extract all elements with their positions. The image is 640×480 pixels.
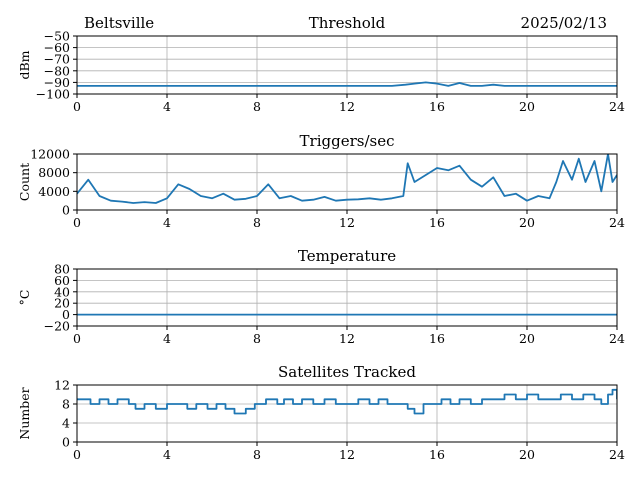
satellites-tracked-x-tick-label-4: 16 (429, 447, 445, 462)
triggers-sec-y-tick-label-3: 0 (62, 203, 70, 218)
temperature-x-tick-label-6: 24 (609, 331, 625, 346)
threshold-y-tick-label-1: −60 (44, 40, 70, 55)
satellites-tracked-y-tick-label-1: 8 (62, 397, 70, 412)
satellites-tracked-x-tick-label-1: 4 (163, 447, 171, 462)
triggers-sec-panel: 0 4 8 12 16 20 24 12000 8000 4000 0 Triggers/sec Cou… (17, 132, 625, 230)
temperature-x-tick-label-3: 12 (339, 331, 355, 346)
threshold-y-axis-label: dBm (17, 50, 32, 79)
triggers-sec-y-tick-label-0: 12000 (30, 147, 70, 162)
temperature-y-tick-label-5: −20 (44, 319, 70, 334)
threshold-y-tick-label-5: −100 (36, 87, 70, 102)
satellites-tracked-panel: 0 4 8 12 16 20 24 12 8 4 0 Satellites Tracked Number (17, 363, 625, 462)
temperature-y-tick-label-4: 0 (62, 307, 70, 322)
temperature-y-tick-label-3: 20 (54, 296, 70, 311)
threshold-y-tick-label-0: −50 (44, 29, 70, 44)
temperature-x-tick-label-1: 4 (163, 331, 171, 346)
satellites-tracked-series-line (77, 388, 617, 415)
threshold-x-tick-label-1: 4 (163, 99, 171, 114)
threshold-y-tick-label-2: −70 (44, 52, 70, 67)
threshold-x-tick-label-3: 12 (339, 99, 355, 114)
triggers-sec-y-tick-label-2: 4000 (38, 184, 70, 199)
triggers-sec-x-tick-label-2: 8 (253, 215, 261, 230)
threshold-x-tick-label-5: 20 (519, 99, 535, 114)
temperature-y-axis-label: °C (17, 290, 32, 306)
triggers-sec-x-tick-label-0: 0 (73, 215, 81, 230)
triggers-sec-x-tick-label-6: 24 (609, 215, 625, 230)
satellites-tracked-x-tick-label-0: 0 (73, 447, 81, 462)
temperature-x-tick-label-4: 16 (429, 331, 445, 346)
threshold-panel: 0 4 8 12 16 20 24 −50−60−70−80−90−100 Threshold d… (17, 14, 625, 114)
satellites-tracked-x-tick-label-6: 24 (609, 447, 625, 462)
temperature-x-tick-label-0: 0 (73, 331, 81, 346)
temperature-x-tick-label-5: 20 (519, 331, 535, 346)
triggers-sec-y-tick-label-1: 8000 (38, 165, 70, 180)
triggers-sec-x-tick-label-3: 12 (339, 215, 355, 230)
triggers-sec-y-axis-label: Count (17, 163, 32, 201)
triggers-sec-x-tick-label-5: 20 (519, 215, 535, 230)
satellites-tracked-y-axis-label: Number (17, 387, 32, 439)
threshold-y-tick-label-4: −90 (44, 75, 70, 90)
satellites-tracked-x-tick-label-2: 8 (253, 447, 261, 462)
triggers-sec-x-tick-label-1: 4 (163, 215, 171, 230)
triggers-sec-title: Triggers/sec (300, 132, 395, 150)
temperature-y-tick-label-0: 80 (54, 262, 70, 277)
threshold-x-tick-label-0: 0 (73, 99, 81, 114)
threshold-x-tick-label-2: 8 (253, 99, 261, 114)
threshold-series-line (77, 81, 617, 87)
satellites-tracked-x-tick-label-3: 12 (339, 447, 355, 462)
location-label: Beltsville (84, 14, 154, 32)
threshold-x-tick-label-6: 24 (609, 99, 625, 114)
threshold-title: Threshold (309, 14, 386, 32)
threshold-y-tick-label-3: −80 (44, 63, 70, 78)
temperature-x-tick-label-2: 8 (253, 331, 261, 346)
temperature-y-tick-label-2: 40 (54, 284, 70, 299)
temperature-y-tick-label-1: 60 (54, 273, 70, 288)
triggers-sec-series-line (77, 154, 617, 204)
threshold-x-tick-label-4: 16 (429, 99, 445, 114)
temperature-title: Temperature (298, 247, 396, 265)
date-label: 2025/02/13 (521, 14, 607, 32)
satellites-tracked-title: Satellites Tracked (278, 363, 416, 381)
triggers-sec-x-tick-label-4: 16 (429, 215, 445, 230)
satellites-tracked-y-tick-label-2: 4 (62, 416, 70, 431)
satellites-tracked-x-tick-label-5: 20 (519, 447, 535, 462)
satellites-tracked-y-tick-label-3: 0 (62, 435, 70, 450)
satellites-tracked-y-tick-label-0: 12 (54, 378, 70, 393)
